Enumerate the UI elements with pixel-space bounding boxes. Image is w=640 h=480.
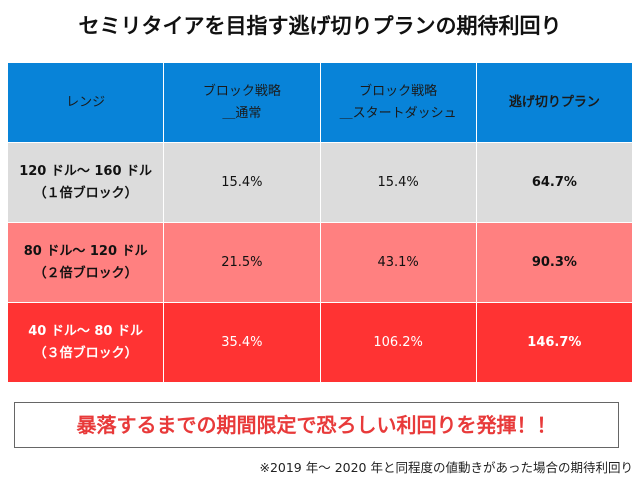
- header-block-normal: ブロック戦略 ＿通常: [163, 62, 321, 143]
- highlight-banner: 暴落するまでの期間限定で恐ろしい利回りを発揮！！: [14, 402, 619, 448]
- block-multiplier: （３倍ブロック）: [33, 345, 138, 361]
- range-cell: 40 ドル～ 80 ドル （３倍ブロック）: [6, 302, 165, 383]
- table-row: 80 ドル～ 120 ドル （２倍ブロック） 21.5% 43.1% 90.3%: [6, 222, 634, 303]
- plan-yield: 90.3%: [475, 222, 634, 303]
- header-range: レンジ: [6, 62, 165, 143]
- range-label: 120 ドル～ 160 ドル: [19, 163, 153, 179]
- header-label-line2: ＿通常: [222, 105, 262, 121]
- start-dash-yield: 106.2%: [319, 302, 477, 383]
- plan-yield: 64.7%: [475, 142, 634, 223]
- start-dash-yield: 43.1%: [319, 222, 477, 303]
- range-label: 80 ドル～ 120 ドル: [23, 243, 148, 259]
- yield-table: レンジ ブロック戦略 ＿通常 ブロック戦略 ＿スタートダッシュ 逃げ切りプラン 12…: [6, 62, 634, 383]
- table-row: 120 ドル～ 160 ドル （１倍ブロック） 15.4% 15.4% 64.7%: [6, 142, 634, 223]
- start-dash-yield: 15.4%: [319, 142, 477, 223]
- header-label-line2: ＿スタートダッシュ: [339, 105, 457, 121]
- block-multiplier: （１倍ブロック）: [33, 185, 138, 201]
- table-header-row: レンジ ブロック戦略 ＿通常 ブロック戦略 ＿スタートダッシュ 逃げ切りプラン: [6, 62, 634, 143]
- range-label: 40 ドル～ 80 ドル: [28, 323, 143, 339]
- page-title: セミリタイアを目指す逃げ切りプランの期待利回り: [78, 14, 562, 38]
- table-row: 40 ドル～ 80 ドル （３倍ブロック） 35.4% 106.2% 146.7%: [6, 302, 634, 383]
- plan-yield: 146.7%: [475, 302, 634, 383]
- header-block-start-dash: ブロック戦略 ＿スタートダッシュ: [319, 62, 477, 143]
- normal-yield: 21.5%: [163, 222, 321, 303]
- header-range-label: レンジ: [66, 94, 106, 110]
- normal-yield: 35.4%: [163, 302, 321, 383]
- footnote: ※2019 年～ 2020 年と同程度の値動きがあった場合の期待利回り: [259, 460, 633, 475]
- block-multiplier: （２倍ブロック）: [33, 265, 138, 281]
- range-cell: 120 ドル～ 160 ドル （１倍ブロック）: [6, 142, 165, 223]
- header-label-line1: ブロック戦略: [202, 83, 281, 99]
- header-plan-label: 逃げ切りプラン: [508, 94, 600, 110]
- header-label-line1: ブロック戦略: [359, 83, 438, 99]
- normal-yield: 15.4%: [163, 142, 321, 223]
- range-cell: 80 ドル～ 120 ドル （２倍ブロック）: [6, 222, 165, 303]
- header-escape-plan: 逃げ切りプラン: [475, 62, 634, 143]
